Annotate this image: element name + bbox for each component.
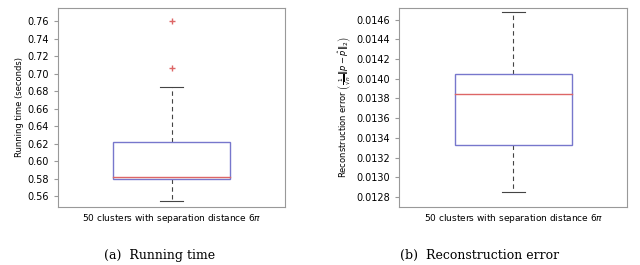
Bar: [454, 74, 572, 145]
Text: (a)  Running time: (a) Running time: [104, 249, 216, 262]
Y-axis label: Reconstruction error $\left(\frac{1}{\sqrt{n}}\|p - \hat{p}\|_2\right)$: Reconstruction error $\left(\frac{1}{\sq…: [337, 37, 354, 178]
Text: (b)  Reconstruction error: (b) Reconstruction error: [401, 249, 559, 262]
Bar: [113, 142, 230, 179]
Y-axis label: Running time (seconds): Running time (seconds): [15, 57, 24, 157]
